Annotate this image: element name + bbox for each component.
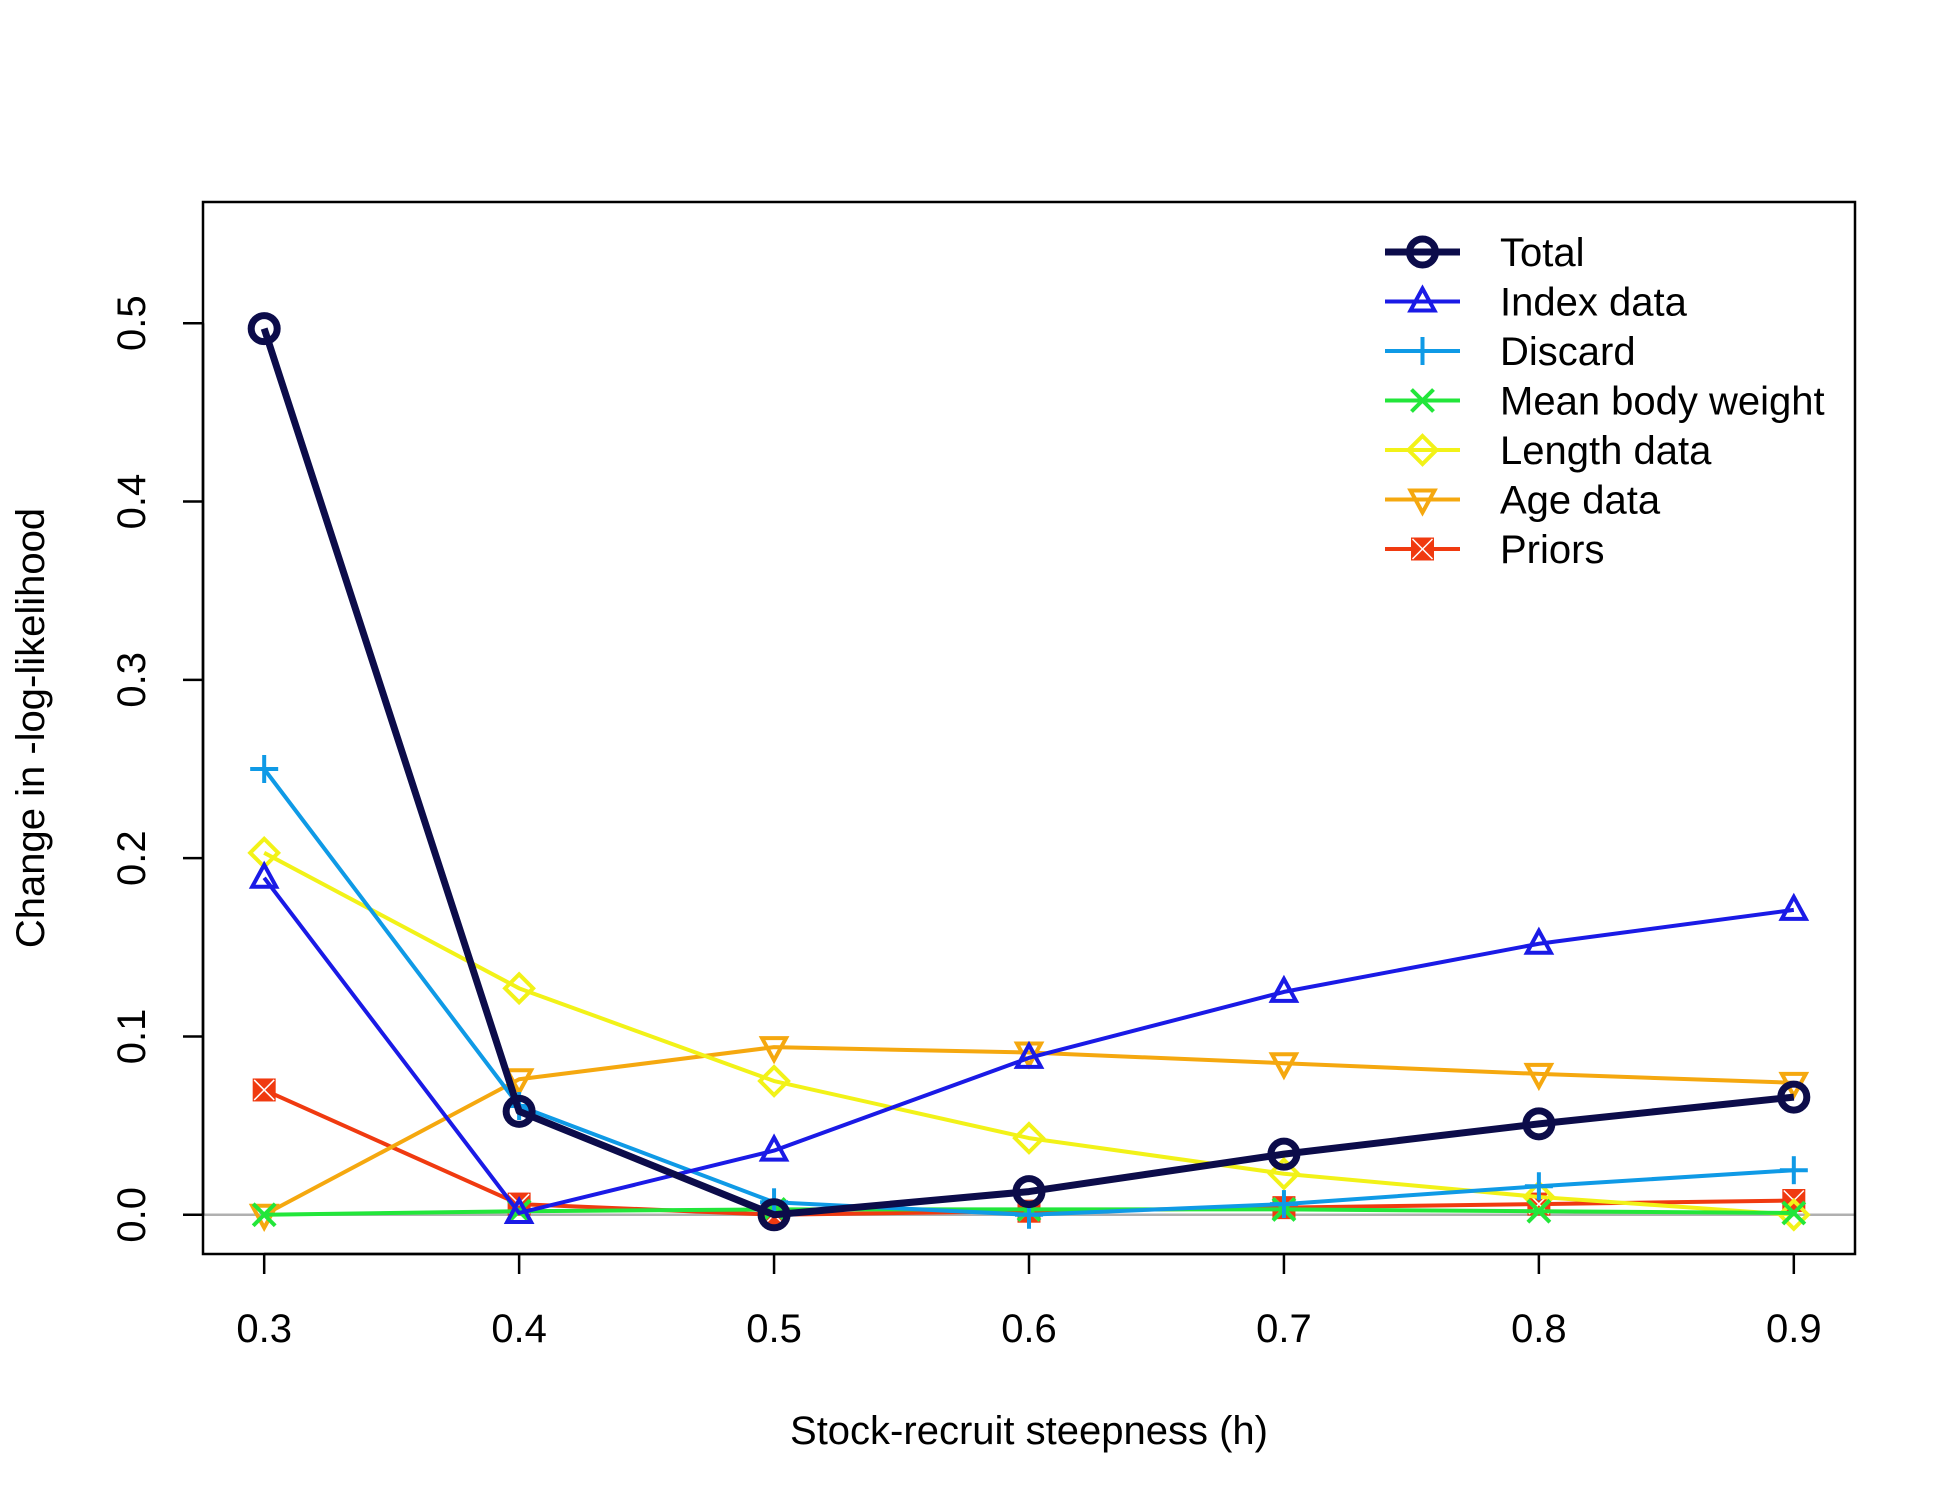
data-point-mean-body-weight [251,1202,277,1228]
legend-marker-mean-body-weight [1410,388,1435,413]
data-point-mean-body-weight [1781,1200,1807,1226]
series-line-total [260,327,1795,1219]
legend-item-mean-body-weight: Mean body weight [1385,380,1825,424]
x-tick-label: 0.6 [1001,1307,1057,1351]
x-axis-title: Stock-recruit steepness (h) [790,1409,1268,1453]
x-tick-label: 0.4 [491,1307,547,1351]
series-layer [247,312,1811,1232]
data-point-discard [1779,1156,1808,1185]
data-point-total [1267,1137,1301,1171]
legend-marker-discard [1408,337,1437,365]
legend-label: Discard [1500,330,1636,374]
legend-item-discard: Discard [1385,330,1636,374]
y-axis-title: Change in -log-likelihood [9,508,53,948]
data-point-length-data [1776,1197,1811,1232]
legend-item-length-data: Length data [1385,429,1712,473]
data-point-index-data [1523,926,1555,955]
data-point-age-data [503,1068,535,1097]
legend-label: Age data [1500,479,1661,523]
y-tick-label: 0.1 [110,1009,154,1065]
data-point-discard [1269,1190,1298,1219]
legend-marker-priors [1411,537,1434,561]
data-point-age-data [1523,1062,1555,1092]
legend-item-total: Total [1385,231,1585,275]
series-line-age-data [263,1045,1794,1217]
legend-marker-total [1406,235,1439,269]
data-point-total [502,1094,536,1128]
x-tick-label: 0.8 [1511,1307,1567,1351]
series-index-data [248,860,1810,1224]
data-point-mean-body-weight [1526,1198,1552,1224]
data-point-total [757,1198,791,1232]
data-point-index-data [1268,974,1300,1003]
y-axis: 0.0 0.1 0.2 0.3 0.4 0.5 [110,295,205,1243]
y-tick-label: 0.2 [110,830,154,886]
y-tick-label: 0.4 [110,474,154,530]
data-point-discard [250,755,279,784]
legend-label: Priors [1500,528,1604,572]
data-point-index-data [503,1195,535,1224]
x-tick-label: 0.5 [746,1307,802,1351]
legend-marker-age-data [1407,488,1438,517]
data-point-index-data [248,860,280,889]
x-axis: 0.3 0.4 0.5 0.6 0.7 0.8 0.9 [236,1252,1822,1351]
data-point-length-data [1012,1121,1046,1155]
y-tick-label: 0.3 [110,652,154,708]
series-total [247,312,1811,1232]
series-line-index-data [262,876,1795,1215]
legend-label: Index data [1500,281,1688,325]
legend-marker-length-data [1405,433,1440,467]
data-point-length-data [502,971,536,1006]
data-point-total [1522,1107,1556,1141]
data-point-index-data [1778,892,1810,921]
legend-item-index-data: Index data [1385,281,1688,325]
legend-label: Mean body weight [1500,380,1825,424]
legend-label: Length data [1500,429,1712,473]
x-tick-label: 0.9 [1766,1307,1822,1351]
data-point-index-data [1013,1040,1045,1069]
data-point-age-data [1268,1052,1300,1081]
legend-item-age-data: Age data [1385,479,1661,523]
y-tick-label: 0.5 [110,295,154,351]
legend-label: Total [1500,231,1585,275]
data-point-discard [1524,1172,1553,1201]
x-tick-label: 0.7 [1256,1307,1312,1351]
legend: Total Index data Discard Mean body weight Le… [1385,231,1825,572]
data-point-length-data [757,1064,791,1098]
y-tick-label: 0.0 [110,1187,154,1243]
x-tick-label: 0.3 [236,1307,292,1351]
data-point-priors [252,1078,276,1102]
data-point-age-data [248,1203,280,1232]
data-point-age-data [758,1036,790,1065]
data-point-total [247,312,281,346]
data-point-total [1012,1175,1046,1209]
data-point-index-data [758,1133,790,1162]
legend-marker-index-data [1407,284,1438,313]
data-point-total [1777,1080,1811,1114]
data-point-length-data [1267,1156,1301,1191]
legend-item-priors: Priors [1385,528,1604,572]
